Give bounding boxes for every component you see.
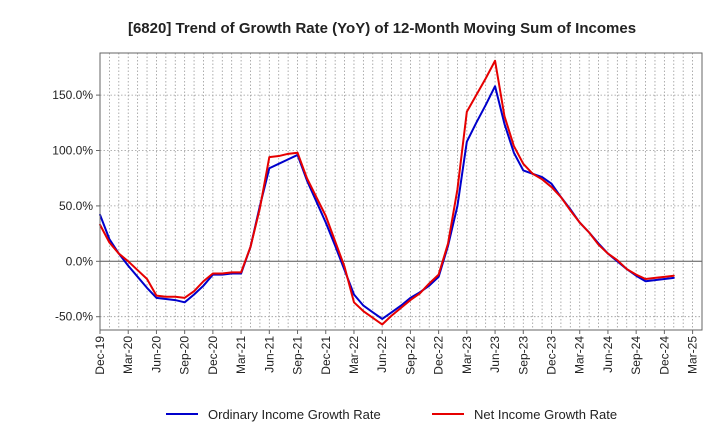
legend: Ordinary Income Growth Rate Net Income Gr… bbox=[166, 407, 617, 422]
y-tick-label: 150.0% bbox=[52, 88, 93, 102]
x-tick-label: Mar-21 bbox=[234, 336, 248, 374]
x-tick-label: Dec-21 bbox=[319, 336, 333, 375]
x-tick-label: Sep-22 bbox=[403, 336, 417, 375]
y-tick-label: -50.0% bbox=[55, 310, 93, 324]
x-tick-label: Mar-22 bbox=[347, 336, 361, 374]
x-tick-label: Sep-23 bbox=[516, 336, 530, 375]
x-tick-label: Dec-23 bbox=[545, 336, 559, 375]
x-tick-label: Jun-24 bbox=[601, 336, 615, 373]
y-tick-label: 50.0% bbox=[59, 199, 93, 213]
y-axis-ticks: -50.0% 0.0% 50.0% 100.0% 150.0% bbox=[52, 88, 100, 324]
series-line-net-income bbox=[99, 59, 675, 326]
series-line-ordinary-income bbox=[99, 85, 675, 320]
plot-frame bbox=[99, 52, 703, 331]
grid-layer bbox=[100, 53, 702, 330]
x-tick-label: Jun-20 bbox=[149, 336, 163, 373]
x-tick-label: Mar-24 bbox=[573, 336, 587, 374]
x-tick-label: Sep-20 bbox=[178, 336, 192, 375]
legend-label: Ordinary Income Growth Rate bbox=[208, 407, 381, 422]
x-tick-label: Sep-21 bbox=[291, 336, 305, 375]
x-tick-label: Dec-22 bbox=[432, 336, 446, 375]
x-axis-ticks: Dec-19 Mar-20 Jun-20 Sep-20 Dec-20 Mar-21 Jun-… bbox=[93, 330, 700, 375]
x-tick-label: Mar-23 bbox=[460, 336, 474, 374]
y-tick-label: 100.0% bbox=[52, 144, 93, 158]
x-tick-label: Sep-24 bbox=[629, 336, 643, 375]
x-tick-label: Dec-24 bbox=[657, 336, 671, 375]
y-tick-label: 0.0% bbox=[66, 254, 94, 268]
x-tick-label: Jun-21 bbox=[262, 336, 276, 373]
x-tick-label: Jun-22 bbox=[375, 336, 389, 373]
x-tick-label: Dec-20 bbox=[206, 336, 220, 375]
chart-title: [6820] Trend of Growth Rate (YoY) of 12-… bbox=[128, 20, 636, 37]
x-tick-label: Dec-19 bbox=[93, 336, 107, 375]
x-tick-label: Jun-23 bbox=[488, 336, 502, 373]
x-tick-label: Mar-25 bbox=[686, 336, 700, 374]
x-tick-label: Mar-20 bbox=[121, 336, 135, 374]
legend-label: Net Income Growth Rate bbox=[474, 407, 617, 422]
series-layer bbox=[99, 59, 675, 326]
